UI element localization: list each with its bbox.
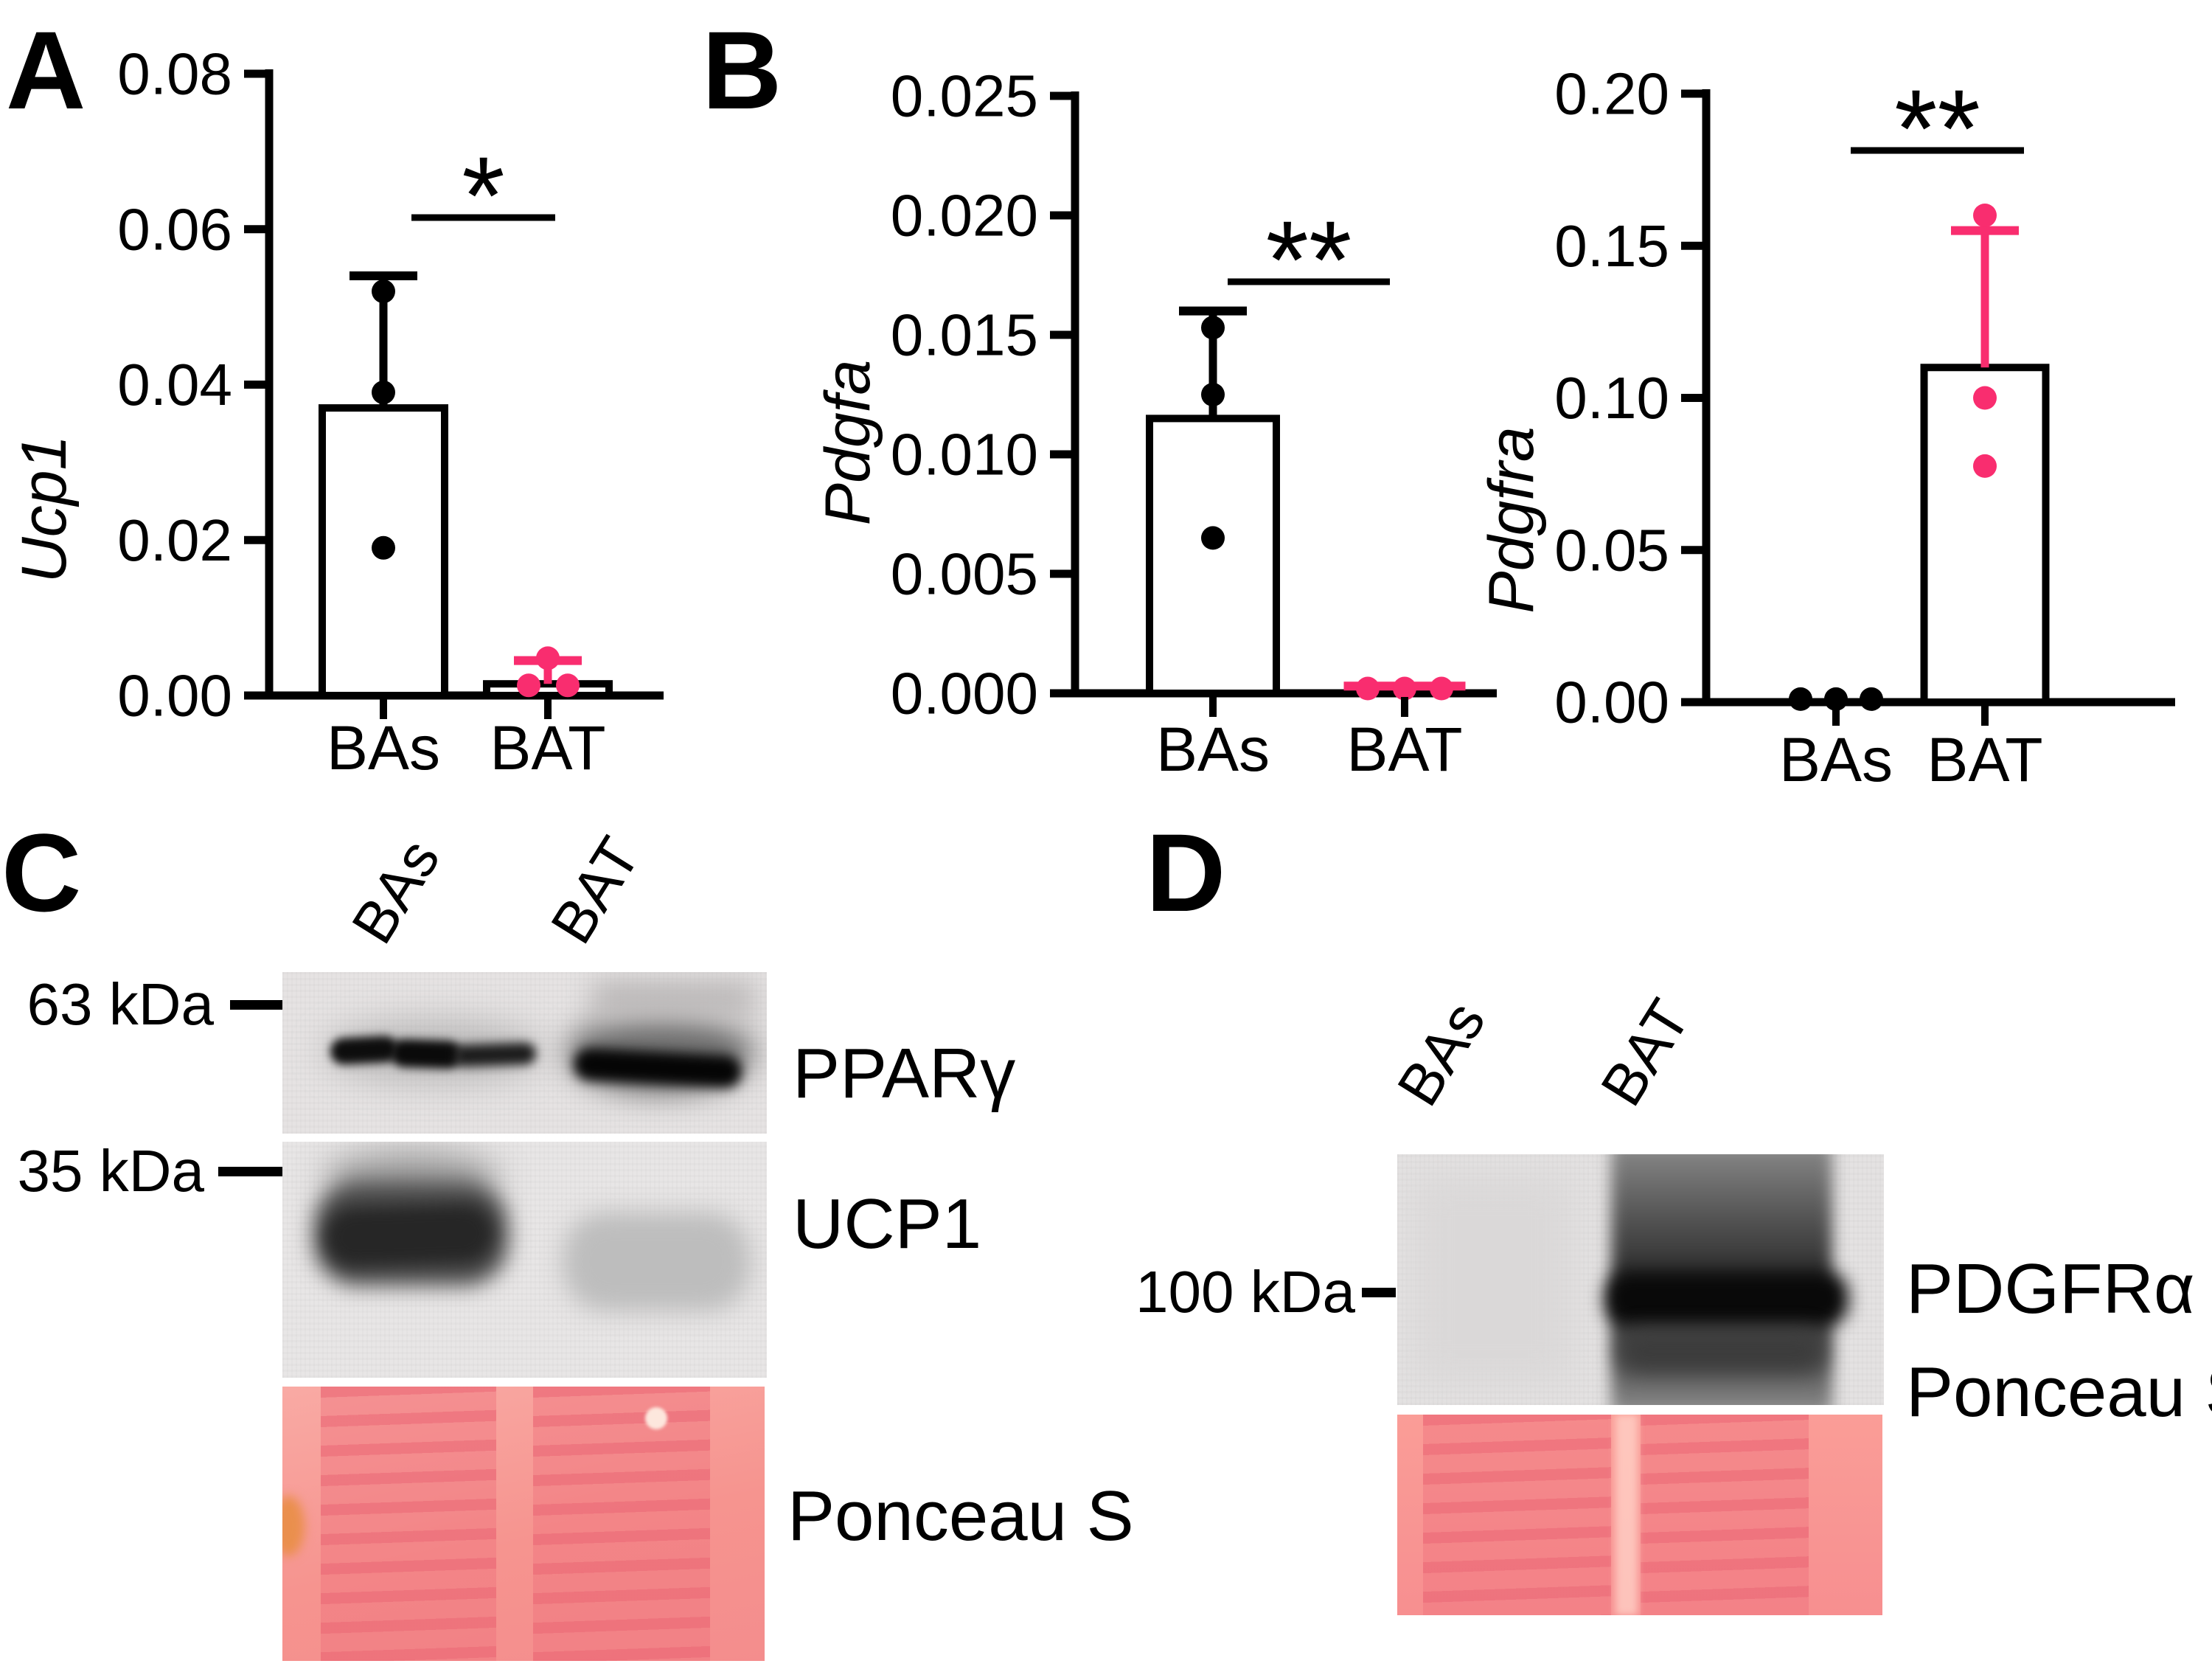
y-axis-title: Pdgfra [1476, 426, 1547, 613]
significance-stars: ** [1266, 198, 1352, 322]
y-tick-label: 0.20 [1554, 61, 1669, 127]
x-category-label: BAs [327, 713, 440, 783]
y-tick-label: 0.010 [891, 422, 1038, 488]
y-axis-title: Ucp1 [9, 435, 80, 583]
ppargamma-bas-band-3 [453, 1042, 537, 1067]
y-tick-label: 0.06 [117, 196, 232, 262]
ponceau-d-blot-image [1397, 1415, 1882, 1615]
data-point-BAT [1430, 676, 1453, 701]
y-tick-label: 0.08 [117, 41, 232, 107]
ppargamma-bas-band [330, 1035, 399, 1066]
y-tick-label: 0.15 [1554, 213, 1669, 279]
y-tick-label: 0.00 [1554, 670, 1669, 735]
ponceau-c-lane-bat [533, 1387, 710, 1661]
data-point-BAs [1201, 316, 1225, 340]
pdgfralpha-bas-lane-faint [1416, 1176, 1571, 1383]
panel-b-label: B [702, 8, 782, 132]
y-tick-label: 0.10 [1554, 365, 1669, 431]
x-category-label: BAT [1927, 725, 2042, 794]
marker-63kda-label: 63 kDa [27, 971, 214, 1037]
panel-a-label: A [6, 8, 86, 132]
significance-stars: * [462, 133, 504, 257]
ponceau-c-blot-image [282, 1387, 765, 1661]
ucp1-bas-band-core [324, 1204, 495, 1267]
chart-pdgfra: 0.00 0.05 0.10 0.15 0.20 Pdgfra BAs BAT ** [1476, 61, 2175, 794]
ppargamma-bas-band-2 [390, 1038, 462, 1069]
ppargamma-blot-label: PPARγ [793, 1034, 1016, 1113]
panel-d-label: D [1146, 811, 1226, 934]
ucp1-bat-band-faint [563, 1212, 751, 1311]
y-tick-label: 0.025 [891, 63, 1038, 129]
ponceau-d-blot-label: Ponceau S [1906, 1353, 2212, 1432]
data-point-BAT [517, 673, 540, 698]
significance-stars: ** [1894, 66, 1980, 190]
x-category-label: BAT [1346, 715, 1462, 784]
data-point-BAT [1973, 454, 1997, 478]
chart-ucp1: 0.00 0.02 0.04 0.06 0.08 Ucp1 BAs BAT * [9, 41, 664, 783]
ucp1-blot-label: UCP1 [793, 1184, 982, 1263]
ponceau-c-blot-label: Ponceau S [787, 1477, 1134, 1555]
pdgfralpha-blot-image [1397, 1154, 1884, 1405]
data-point-BAT [556, 673, 580, 698]
y-tick-label: 0.04 [117, 352, 232, 417]
ponceau-c-lane-bas [321, 1387, 496, 1661]
bar-BAT [1920, 364, 2050, 706]
data-point-BAT [1356, 676, 1380, 701]
y-tick-label: 0.00 [117, 663, 232, 729]
chart-pdgfa: 0.000 0.005 0.010 0.015 0.020 0.025 Pdgfa BAs BA… [813, 63, 1497, 784]
data-point-BAs [1201, 383, 1225, 406]
data-point-BAs [372, 535, 395, 560]
bar-BAT [483, 680, 613, 699]
ponceau-d-lane-bas [1423, 1415, 1611, 1615]
ppargamma-blot-image [282, 972, 767, 1134]
y-tick-label: 0.05 [1554, 517, 1669, 583]
x-category-label: BAs [1156, 715, 1270, 784]
y-tick-label: 0.020 [891, 183, 1038, 249]
marker-100kda-dash [1362, 1288, 1396, 1297]
data-point-BAs [372, 280, 395, 304]
data-point-BAT [1973, 204, 1997, 227]
y-axis-title: Pdgfa [813, 360, 883, 526]
panel-c-label: C [1, 811, 82, 934]
data-point-BAs [1824, 687, 1848, 711]
y-tick-label: 0.015 [891, 302, 1038, 368]
marker-35kda-dash [218, 1167, 286, 1176]
data-point-BAs [1789, 687, 1812, 711]
ponceau-c-orange-smudge [282, 1496, 305, 1556]
ponceau-d-lane-bat [1641, 1415, 1809, 1615]
data-point-BAs [1860, 687, 1883, 711]
data-point-BAT [536, 646, 560, 670]
bar-BAs [1146, 414, 1280, 698]
ppargamma-background-smudge [592, 979, 754, 1020]
pdgfralpha-bat-band [1605, 1272, 1848, 1325]
data-point-BAs [1201, 526, 1225, 550]
marker-35kda-label: 35 kDa [17, 1138, 204, 1204]
y-tick-label: 0.005 [891, 541, 1038, 607]
pdgfralpha-blot-label: PDGFRα [1906, 1249, 2195, 1328]
y-tick-label: 0.000 [891, 661, 1038, 726]
x-category-label: BAs [1779, 725, 1893, 794]
y-tick-label: 0.02 [117, 507, 232, 573]
data-point-BAT [1973, 386, 1997, 410]
data-point-BAs [372, 381, 395, 405]
ponceau-c-white-spot [645, 1407, 667, 1429]
data-point-BAT [1393, 676, 1416, 701]
ucp1-blot-image [282, 1142, 767, 1378]
marker-63kda-dash [230, 1000, 285, 1010]
x-category-label: BAT [490, 713, 605, 783]
pdgfralpha-bat-band-lower [1618, 1330, 1825, 1373]
marker-100kda-label: 100 kDa [1135, 1259, 1355, 1325]
ponceau-d-lane-seam [1615, 1415, 1638, 1615]
